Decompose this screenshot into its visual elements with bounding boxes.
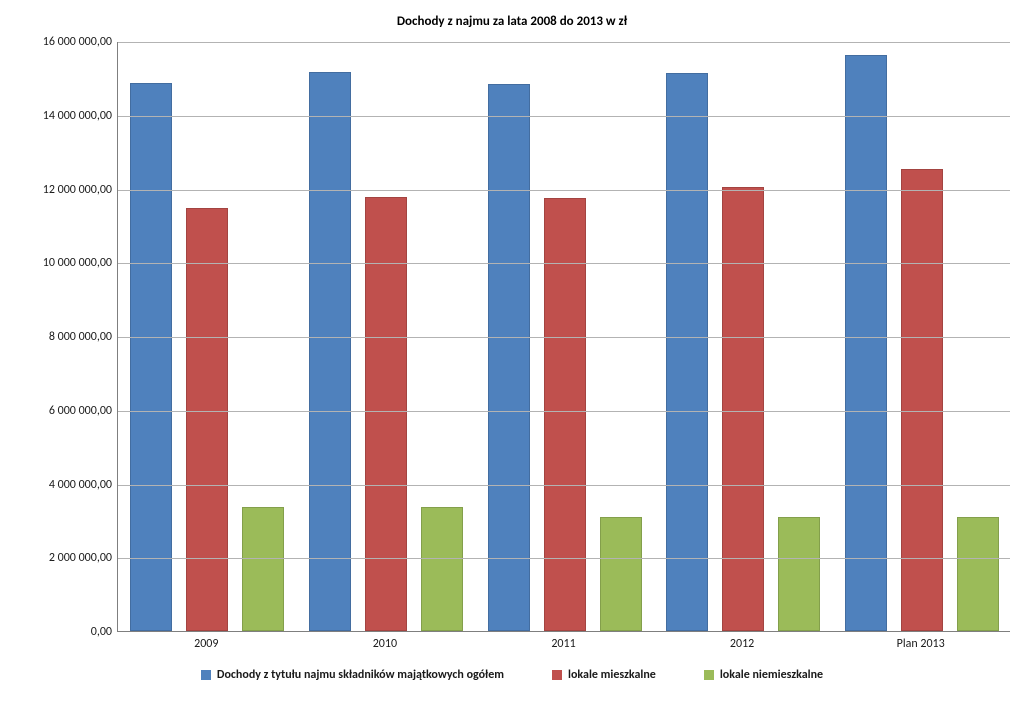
x-tick-label: 2009 [194, 637, 218, 651]
y-tick-label: 16 000 000,00 [7, 35, 112, 49]
y-tick-label: 12 000 000,00 [7, 183, 112, 197]
gridline [118, 116, 1010, 117]
gridline [118, 42, 1010, 43]
legend-swatch [552, 670, 562, 680]
bar [666, 73, 708, 631]
bar [186, 208, 228, 631]
y-tick-label: 4 000 000,00 [7, 478, 112, 492]
chart-container: Dochody z najmu za lata 2008 do 2013 w z… [0, 0, 1024, 707]
bar [722, 187, 764, 631]
bar [242, 507, 284, 631]
y-tick-label: 14 000 000,00 [7, 109, 112, 123]
legend-swatch [201, 670, 211, 680]
x-tick-label: 2010 [373, 637, 397, 651]
gridline [118, 337, 1010, 338]
legend-item: lokale niemieszkalne [704, 668, 823, 682]
plot-area [117, 42, 1010, 632]
legend: Dochody z tytułu najmu składników majątk… [0, 668, 1024, 682]
bar [845, 55, 887, 631]
x-tick-label: 2011 [551, 637, 575, 651]
x-tick-label: 2012 [730, 637, 754, 651]
legend-item: Dochody z tytułu najmu składników majątk… [201, 668, 504, 682]
legend-label: lokale niemieszkalne [720, 668, 823, 682]
chart-title: Dochody z najmu za lata 2008 do 2013 w z… [0, 14, 1024, 29]
y-tick-label: 10 000 000,00 [7, 256, 112, 270]
bar [901, 169, 943, 631]
y-tick-label: 6 000 000,00 [7, 404, 112, 418]
y-tick-label: 8 000 000,00 [7, 330, 112, 344]
bar [957, 517, 999, 631]
legend-swatch [704, 670, 714, 680]
bar [488, 84, 530, 631]
x-tick-label: Plan 2013 [897, 637, 945, 651]
y-tick-label: 0,00 [7, 625, 112, 639]
legend-label: Dochody z tytułu najmu składników majątk… [217, 668, 504, 682]
gridline [118, 411, 1010, 412]
bar [421, 507, 463, 631]
bar [130, 83, 172, 631]
gridline [118, 558, 1010, 559]
legend-label: lokale mieszkalne [568, 668, 656, 682]
legend-item: lokale mieszkalne [552, 668, 656, 682]
gridline [118, 190, 1010, 191]
y-tick-label: 2 000 000,00 [7, 551, 112, 565]
bar [365, 197, 407, 631]
bar [600, 517, 642, 631]
gridline [118, 485, 1010, 486]
bar [778, 517, 820, 631]
gridline [118, 263, 1010, 264]
bar [309, 72, 351, 631]
